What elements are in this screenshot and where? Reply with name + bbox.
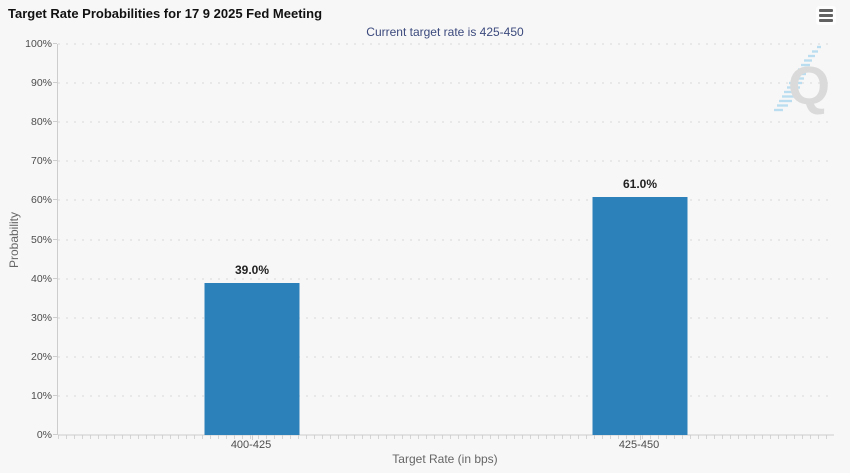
x-axis-title: Target Rate (in bps) (392, 452, 498, 466)
y-tick-label: 10% (30, 389, 52, 402)
x-category-label: 400-425 (230, 439, 272, 451)
y-tick-mark (53, 43, 57, 44)
gridline (58, 278, 834, 280)
x-axis-minor-ticks (58, 435, 834, 439)
category-slot: 61.0% (446, 44, 834, 440)
gridline (58, 317, 834, 319)
y-tick-label: 60% (30, 194, 52, 207)
y-tick-mark (53, 434, 57, 435)
y-tick-label: 50% (30, 233, 52, 246)
y-tick-mark (53, 238, 57, 240)
y-tick-label: 90% (30, 77, 52, 90)
gridline (58, 121, 834, 123)
bar-value-label: 61.0% (622, 176, 658, 191)
x-axis-line (58, 434, 834, 436)
y-tick-label: 100% (25, 38, 52, 50)
probability-bar-400-425[interactable] (204, 282, 300, 435)
gridline (58, 239, 834, 240)
chart-title: Target Rate Probabilities for 17 9 2025 … (8, 6, 323, 21)
y-tick-mark (53, 355, 57, 357)
y-axis: 0% 10% 20% 30% 40% 50% 60% 70% 80% 90% 100% (0, 38, 52, 441)
gridline (58, 199, 834, 201)
category-slot: 39.0% (58, 44, 446, 440)
x-tick-mark (252, 435, 253, 440)
gridline (58, 43, 834, 45)
y-tick-label: 80% (30, 116, 52, 129)
y-tick-mark (53, 316, 57, 318)
y-tick-mark (53, 82, 57, 84)
y-tick-mark (53, 277, 57, 279)
x-category-label: 425-450 (618, 439, 660, 451)
chart-subtitle: Current target rate is 425-450 (366, 25, 524, 39)
y-tick-label: 20% (30, 350, 52, 363)
probability-bar-425-450[interactable] (592, 196, 688, 435)
y-tick-mark (53, 394, 57, 396)
gridline (58, 82, 834, 84)
y-tick-label: 70% (30, 155, 52, 168)
menu-bar (819, 14, 833, 17)
y-tick-mark (53, 199, 57, 201)
menu-bar (819, 9, 833, 12)
y-tick-label: 0% (36, 429, 52, 441)
gridline (58, 160, 834, 162)
bar-value-label: 39.0% (234, 262, 270, 277)
gridline (58, 395, 834, 397)
plot-area: Q 39.0% 61.0% (53, 43, 834, 440)
y-tick-label: 30% (30, 311, 52, 324)
y-tick-mark (53, 160, 57, 162)
menu-bar (819, 19, 833, 22)
x-axis: 400-425 425-450 (57, 439, 833, 453)
svg-text:Q: Q (788, 56, 830, 116)
gridline (58, 356, 834, 358)
y-tick-mark (53, 121, 57, 123)
x-tick-mark (640, 435, 641, 440)
hamburger-menu-icon[interactable] (816, 6, 836, 25)
y-tick-label: 40% (30, 272, 52, 285)
q-logo-watermark-icon: Q (774, 45, 830, 116)
